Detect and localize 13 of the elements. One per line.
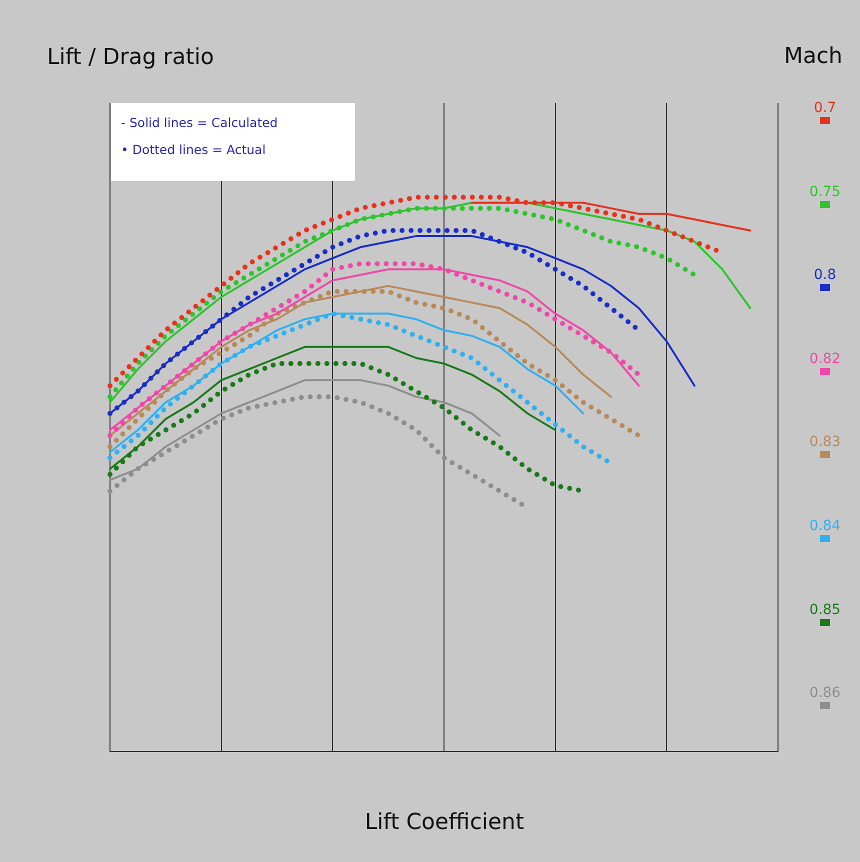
text: 0.83 xyxy=(809,434,841,450)
text: 0.7 xyxy=(814,100,836,116)
x-axis-title: Lift Coefficient xyxy=(364,810,526,835)
text: 0.75 xyxy=(809,184,841,200)
text: Lift / Drag ratio xyxy=(47,45,214,70)
text: 0.82 xyxy=(809,350,841,367)
legend-title: Mach xyxy=(784,44,843,69)
text: 0.84 xyxy=(809,518,841,534)
text: - Solid lines = Calculated xyxy=(121,115,279,130)
text: 0.85 xyxy=(809,602,841,618)
text: 0.86 xyxy=(809,685,841,702)
text: 0.8 xyxy=(814,267,836,284)
text: • Dotted lines = Actual xyxy=(121,142,267,157)
